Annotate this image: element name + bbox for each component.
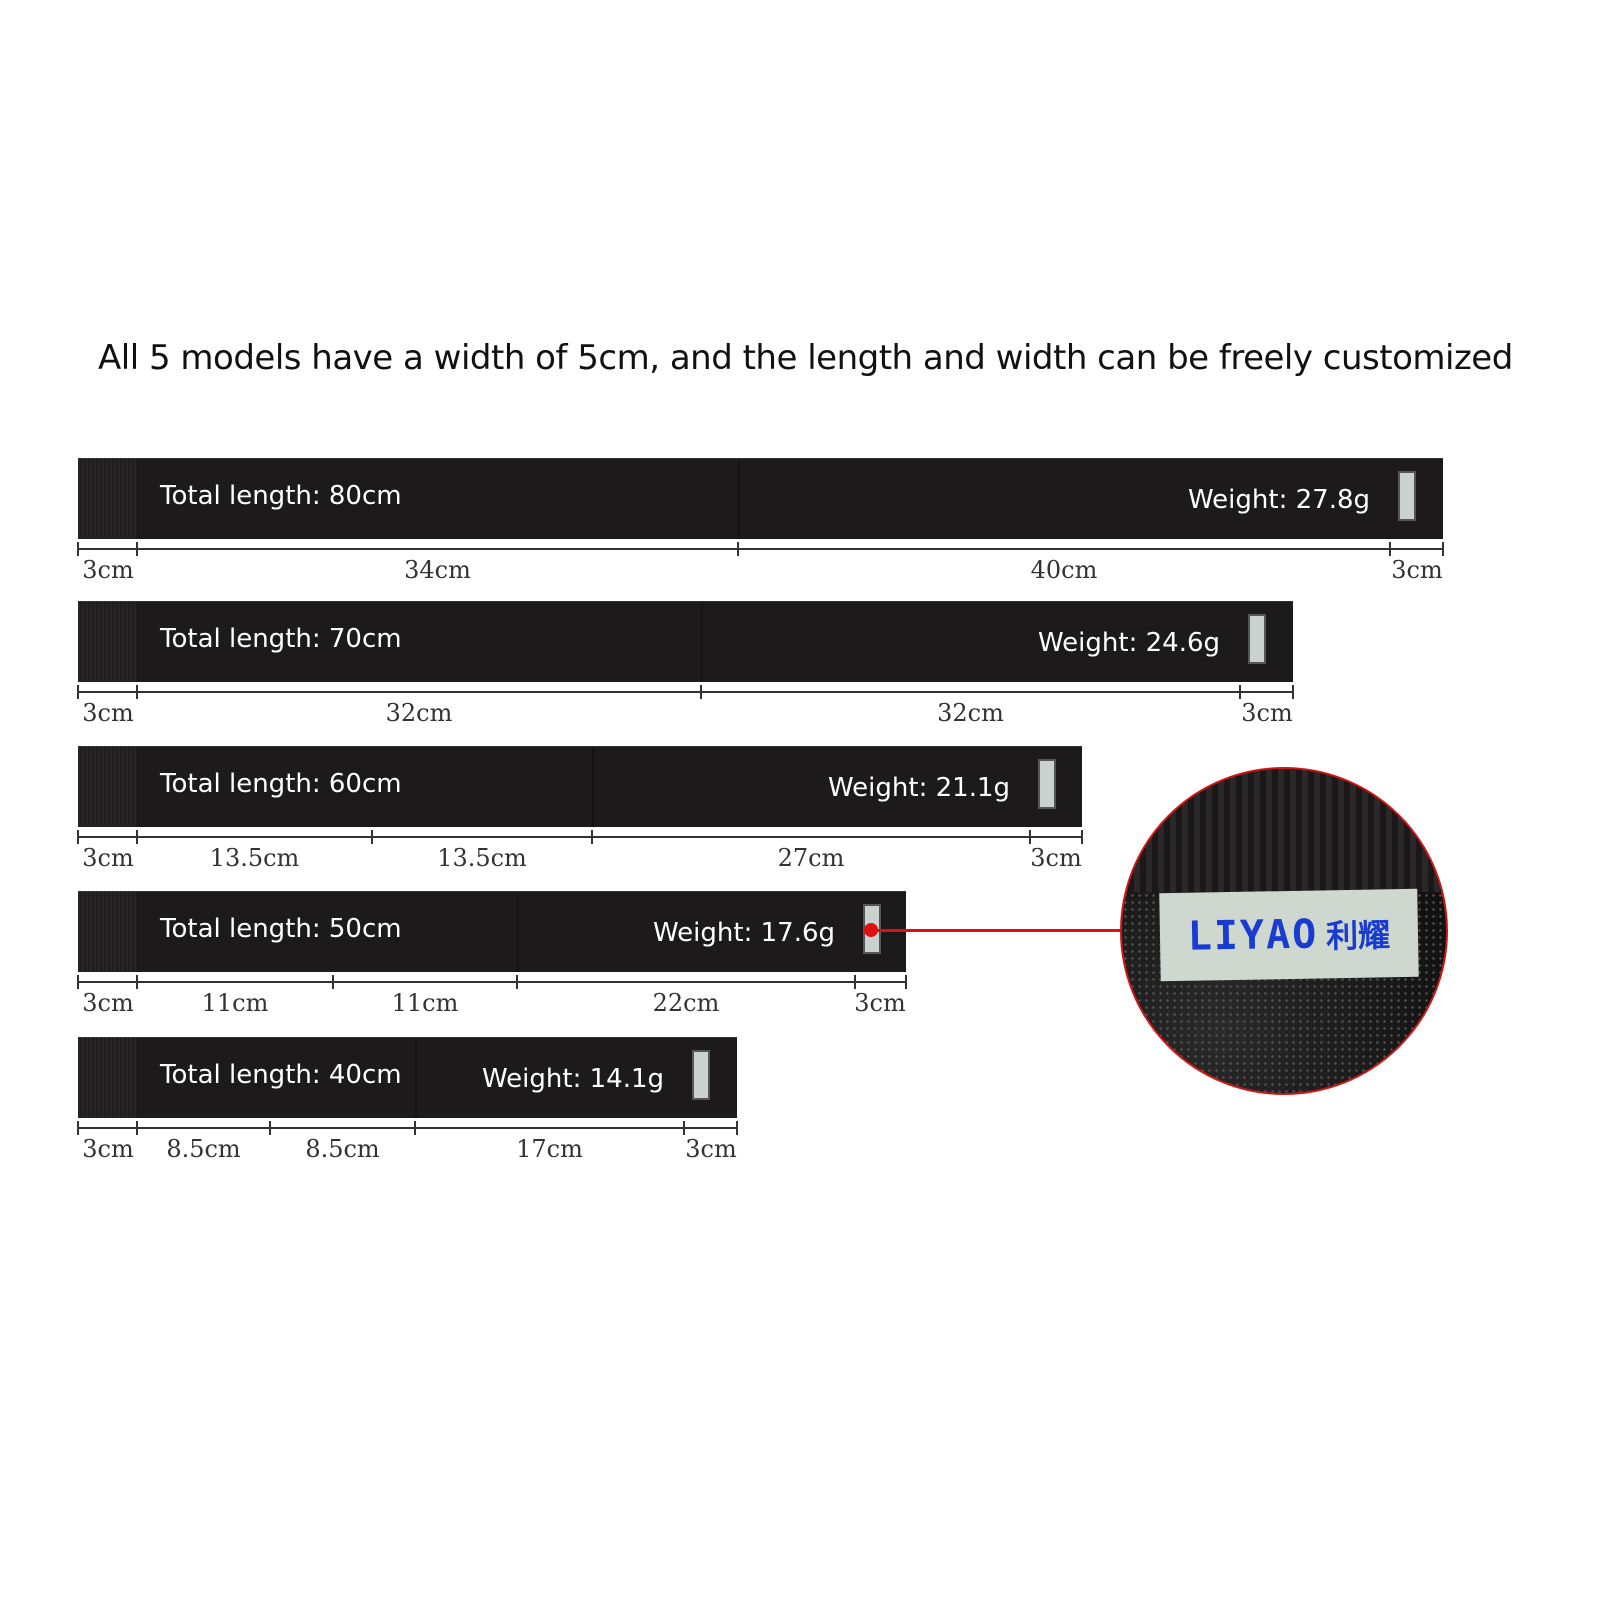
ruler-tick xyxy=(516,975,518,989)
hook-end xyxy=(78,747,137,827)
callout-line xyxy=(872,929,1124,932)
segment-length: 3cm xyxy=(82,844,134,872)
dimension-ruler xyxy=(77,830,1083,844)
segment-length: 3cm xyxy=(82,989,134,1017)
dimension-ruler xyxy=(77,1121,738,1135)
ruler-tick xyxy=(591,830,593,844)
weight: Weight: 17.6g xyxy=(653,918,835,948)
ruler-tick xyxy=(136,542,138,556)
segment-length: 13.5cm xyxy=(209,844,300,872)
segment-length: 3cm xyxy=(1030,844,1082,872)
segment-length: 32cm xyxy=(937,699,1004,727)
weight: Weight: 24.6g xyxy=(1038,628,1220,658)
ruler-tick xyxy=(737,542,739,556)
segment-length: 3cm xyxy=(685,1135,737,1163)
seam xyxy=(701,602,703,682)
ruler-tick xyxy=(136,975,138,989)
ruler-tick xyxy=(854,975,856,989)
hook-end xyxy=(78,892,137,972)
total-length: Total length: 80cm xyxy=(160,481,402,511)
ruler-tick xyxy=(1239,685,1241,699)
ruler-tick xyxy=(1029,830,1031,844)
strap-5: Total length: 40cm Weight: 14.1g xyxy=(78,1037,737,1118)
segment-length: 13.5cm xyxy=(437,844,527,872)
hook-end xyxy=(78,602,137,682)
segment-length: 34cm xyxy=(404,556,471,584)
dimension-ruler xyxy=(77,975,907,989)
dimension-ruler xyxy=(77,542,1444,556)
brand-tag xyxy=(1248,614,1266,664)
seam xyxy=(415,1038,417,1118)
ruler-tick xyxy=(1292,685,1294,699)
ruler-tick xyxy=(136,685,138,699)
segment-length: 11cm xyxy=(391,989,459,1017)
page-title: All 5 models have a width of 5cm, and th… xyxy=(98,338,1513,378)
brand-name: LIYAO xyxy=(1187,911,1319,960)
segment-length: 40cm xyxy=(1030,556,1098,584)
weight: Weight: 14.1g xyxy=(482,1064,664,1094)
brand-label: LIYAO 利耀 xyxy=(1159,888,1419,982)
total-length: Total length: 40cm xyxy=(160,1060,402,1090)
ruler-tick xyxy=(332,975,334,989)
segment-length: 17cm xyxy=(516,1135,583,1163)
segment-length: 3cm xyxy=(1391,556,1443,584)
ruler-tick xyxy=(269,1121,271,1135)
ruler-tick xyxy=(77,975,79,989)
weight: Weight: 27.8g xyxy=(1188,485,1370,515)
strap-3: Total length: 60cm Weight: 21.1g xyxy=(78,746,1082,827)
segment-length: 8.5cm xyxy=(305,1135,380,1163)
ruler-tick xyxy=(683,1121,685,1135)
ruler-tick xyxy=(736,1121,738,1135)
total-length: Total length: 70cm xyxy=(160,624,402,654)
weight: Weight: 21.1g xyxy=(828,773,1010,803)
callout-dot xyxy=(864,923,878,937)
brand-tag xyxy=(1398,471,1416,521)
ruler-tick xyxy=(1389,542,1391,556)
segment-length: 3cm xyxy=(82,1135,134,1163)
ruler-tick xyxy=(414,1121,416,1135)
brand-tag xyxy=(692,1050,710,1100)
segment-length: 22cm xyxy=(652,989,720,1017)
ruler-tick xyxy=(136,1121,138,1135)
segment-length: 27cm xyxy=(777,844,845,872)
seam xyxy=(517,892,519,972)
hook-end xyxy=(78,1038,137,1118)
ruler-tick xyxy=(77,542,79,556)
segment-length: 3cm xyxy=(854,989,906,1017)
segment-length: 3cm xyxy=(82,556,134,584)
ruler-tick xyxy=(77,685,79,699)
hook-weave-texture xyxy=(1122,769,1446,893)
segment-length: 3cm xyxy=(1241,699,1293,727)
ruler-tick xyxy=(905,975,907,989)
brand-tag xyxy=(1038,759,1056,809)
strap-1: Total length: 80cm Weight: 27.8g xyxy=(78,458,1443,539)
strap-2: Total length: 70cm Weight: 24.6g xyxy=(78,601,1293,682)
strap-4: Total length: 50cm Weight: 17.6g xyxy=(78,891,906,972)
ruler-tick xyxy=(700,685,702,699)
label-closeup: LIYAO 利耀 xyxy=(1120,767,1448,1095)
segment-length: 3cm xyxy=(82,699,134,727)
segment-length: 8.5cm xyxy=(166,1135,241,1163)
dimension-ruler xyxy=(77,685,1294,699)
seam xyxy=(738,459,740,539)
ruler-tick xyxy=(371,830,373,844)
ruler-tick xyxy=(77,1121,79,1135)
ruler-tick xyxy=(136,830,138,844)
hook-end xyxy=(78,459,137,539)
brand-name-cn: 利耀 xyxy=(1325,916,1391,956)
segment-length: 32cm xyxy=(385,699,453,727)
seam xyxy=(592,747,594,827)
ruler-tick xyxy=(1081,830,1083,844)
ruler-tick xyxy=(1442,542,1444,556)
segment-length: 11cm xyxy=(201,989,269,1017)
ruler-tick xyxy=(77,830,79,844)
total-length: Total length: 50cm xyxy=(160,914,402,944)
total-length: Total length: 60cm xyxy=(160,769,402,799)
